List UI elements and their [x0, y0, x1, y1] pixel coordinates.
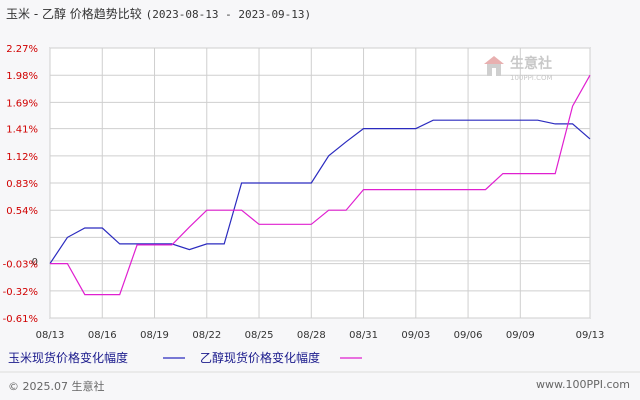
legend-item-ethanol-label: 乙醇现货价格变化幅度 [200, 350, 320, 365]
y-tick-label: 2.27% [6, 44, 38, 55]
x-tick-label: 09/06 [454, 330, 483, 341]
y-tick-label: -0.03% [3, 260, 38, 271]
x-tick-label: 08/19 [140, 330, 169, 341]
x-tick-label: 09/03 [401, 330, 430, 341]
x-tick-label: 08/13 [36, 330, 65, 341]
site-link[interactable]: www.100PPI.com [536, 378, 630, 391]
series-line-ethanol [50, 74, 591, 296]
y-tick-label: 1.98% [6, 71, 38, 82]
y-tick-label: 1.12% [6, 152, 38, 163]
copyright-text: © 2025.07 生意社 [8, 380, 105, 393]
y-tick-label: 0.54% [6, 206, 38, 217]
series-line-corn [49, 119, 591, 264]
legend-item-corn-label: 玉米现货价格变化幅度 [8, 350, 128, 365]
y-tick-label: -0.61% [3, 314, 38, 325]
x-tick-label: 08/25 [245, 330, 274, 341]
y-tick-label: -0.32% [3, 287, 38, 298]
chart-title: 玉米 - 乙醇 价格趋势比较 (2023-08-13 - 2023-09-13) [6, 5, 311, 22]
x-tick-label: 08/28 [297, 330, 326, 341]
x-tick-label: 09/09 [506, 330, 535, 341]
x-tick-label: 08/16 [88, 330, 117, 341]
y-tick-label: 1.69% [6, 98, 38, 109]
chart-title-text: 玉米 - 乙醇 价格趋势比较 [6, 7, 142, 21]
y-tick-label: 0.83% [6, 179, 38, 190]
x-tick-label: 09/13 [576, 330, 605, 341]
watermark-name: 生意社 [510, 55, 552, 72]
chart-date-range: (2023-08-13 - 2023-09-13) [145, 8, 312, 21]
x-tick-label: 08/22 [192, 330, 221, 341]
watermark-roof [484, 56, 504, 64]
x-tick-label: 08/31 [349, 330, 378, 341]
y-tick-label: 1.41% [6, 125, 38, 136]
y-tick-label: 0 [32, 257, 38, 268]
watermark-door [492, 68, 496, 76]
watermark-site: 100PPI.COM [510, 74, 553, 82]
